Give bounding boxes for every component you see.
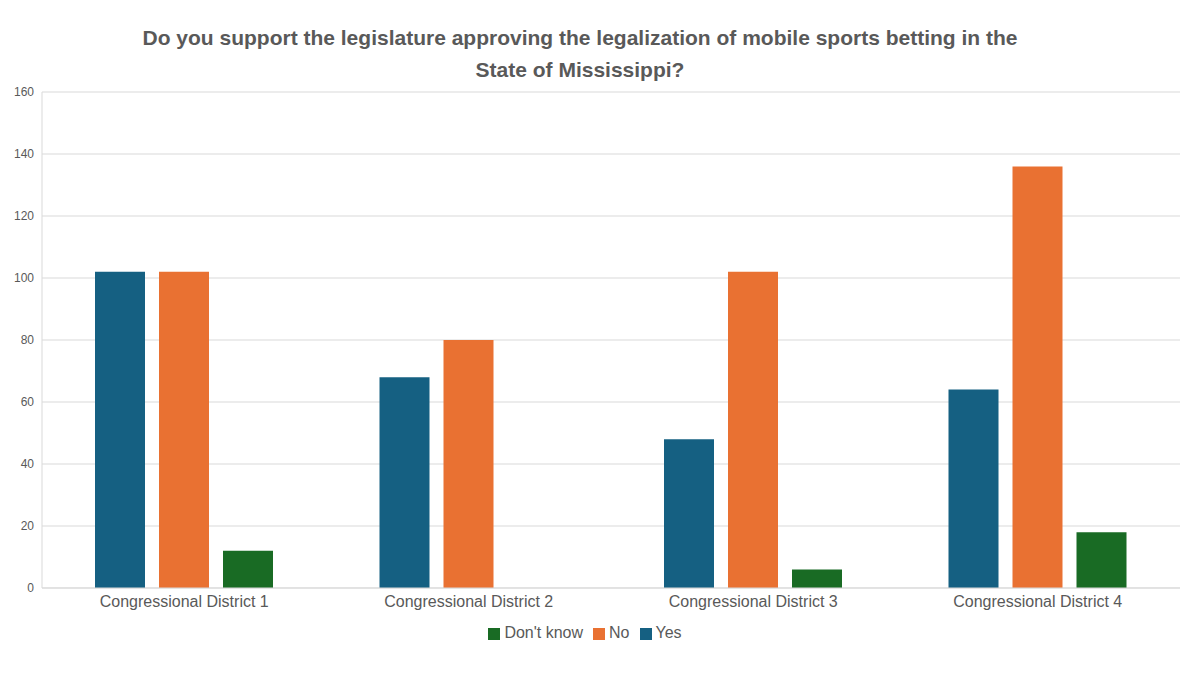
svg-text:60: 60 xyxy=(21,395,35,409)
svg-text:Congressional District 4: Congressional District 4 xyxy=(953,593,1122,610)
svg-text:80: 80 xyxy=(21,333,35,347)
html-text:Yes: Yes xyxy=(655,624,682,641)
html-text:Don't know: Don't know xyxy=(504,624,583,641)
svg-text:140: 140 xyxy=(14,147,34,161)
svg-text:160: 160 xyxy=(14,85,34,99)
svg-text:120: 120 xyxy=(14,209,34,223)
svg-text:Congressional District 2: Congressional District 2 xyxy=(384,593,553,610)
svg-text:Congressional District 1: Congressional District 1 xyxy=(100,593,269,610)
html-text:Do you support the legislature: Do you support the legislature approving… xyxy=(142,26,1018,81)
svg-text:100: 100 xyxy=(14,271,34,285)
svg-text:Congressional District 3: Congressional District 3 xyxy=(669,593,838,610)
svg-text:40: 40 xyxy=(21,457,35,471)
svg-text:20: 20 xyxy=(21,519,35,533)
html-text:No: No xyxy=(609,624,630,641)
svg-text:0: 0 xyxy=(27,581,34,595)
